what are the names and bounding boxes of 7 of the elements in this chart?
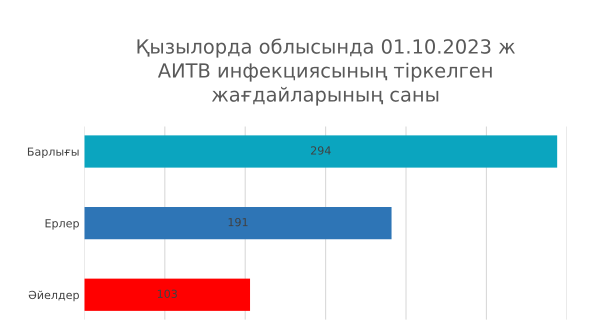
- y-tick-label: Ерлер: [46, 219, 79, 230]
- data-label: 103: [158, 290, 177, 298]
- y-tick-label: Барлығы: [28, 148, 79, 158]
- chart-title: Қызылорда облысында 01.10.2023 ж АИТВ инфекциясының тіркелген жағдайларының саны: [138, 38, 515, 106]
- y-tick-label: Әйелдер: [28, 290, 79, 302]
- data-label: 294: [311, 146, 331, 155]
- data-label: 191: [228, 218, 248, 226]
